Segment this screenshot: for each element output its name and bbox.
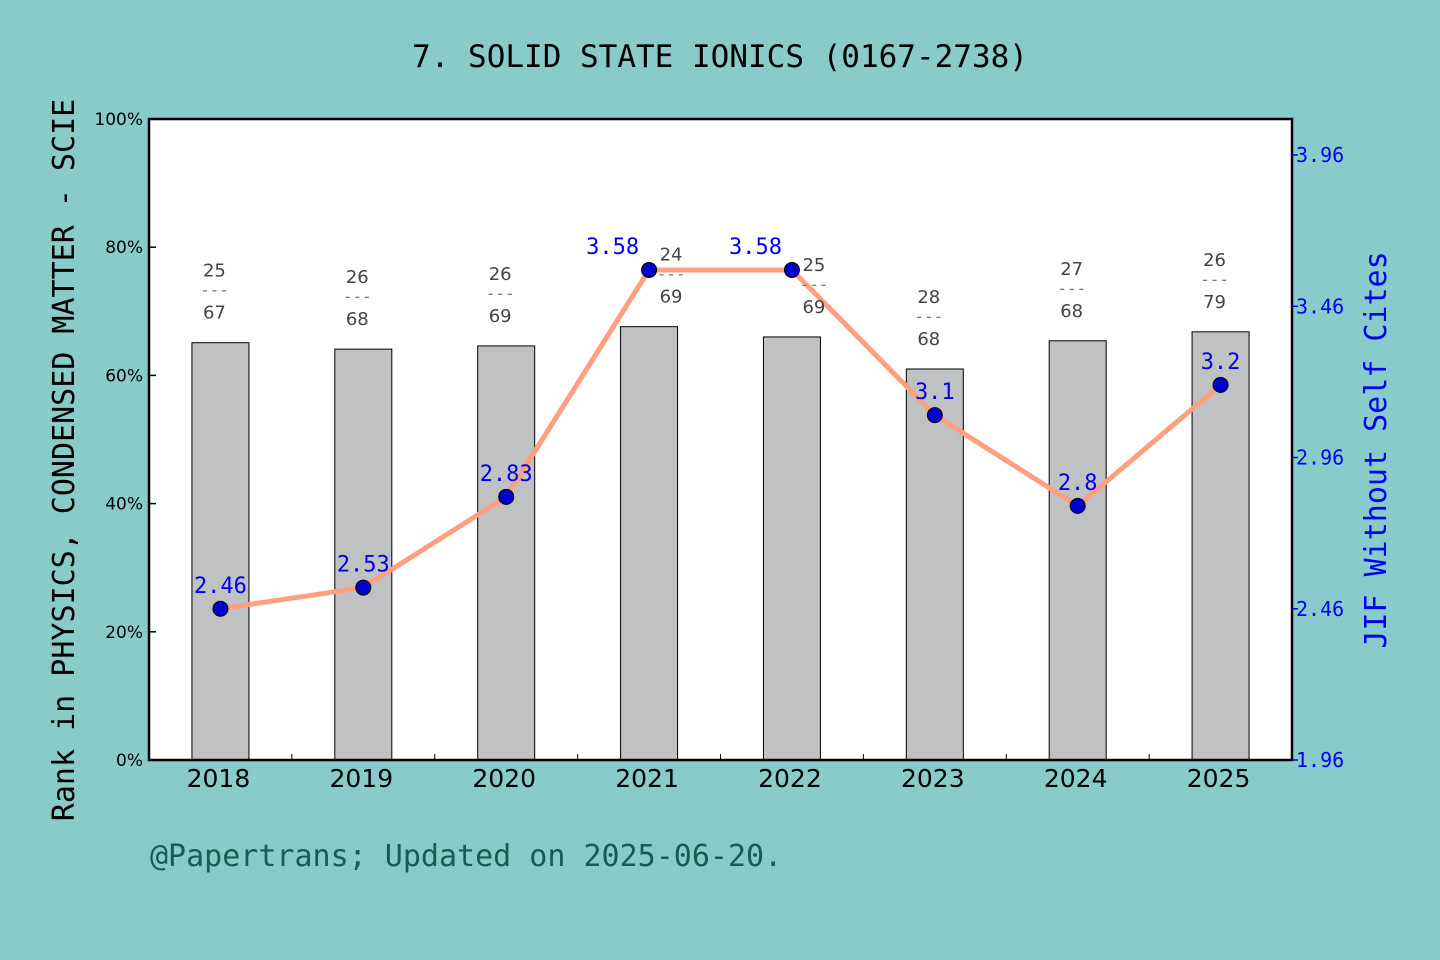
jif-line: [220, 267, 1223, 612]
rank-bar: [191, 342, 250, 761]
rank-separator: ---: [914, 307, 943, 326]
total-label: 79: [1203, 292, 1226, 313]
jif-label: 3.1: [915, 380, 955, 405]
rank-separator: ---: [200, 281, 229, 300]
jif-label: 3.58: [729, 235, 782, 260]
rank-bar: [477, 345, 536, 761]
footer-note: @Papertrans; Updated on 2025-06-20.: [150, 839, 782, 874]
jif-point: [641, 261, 658, 278]
rank-label: 25: [203, 261, 226, 282]
jif-point: [926, 407, 943, 424]
left-tick-label: 0%: [116, 751, 143, 771]
total-label: 69: [802, 297, 825, 318]
x-tick-label: 2025: [1187, 764, 1251, 793]
left-tick-label: 60%: [105, 366, 143, 386]
jif-point: [1069, 497, 1086, 514]
left-tick-label: 40%: [105, 495, 143, 515]
rank-bar: [762, 336, 821, 761]
rank-separator: ---: [343, 287, 372, 306]
rank-bar: [1191, 331, 1250, 761]
jif-label: 3.2: [1201, 350, 1241, 375]
right-axis-label: JIF Without Self Cites: [1359, 251, 1394, 648]
x-tick-label: 2024: [1044, 764, 1108, 793]
chart-title: 7. SOLID STATE IONICS (0167-2738): [412, 39, 1028, 75]
rank-bar: [1048, 340, 1107, 761]
rank-label: 28: [917, 287, 940, 308]
x-tick-label: 2021: [615, 764, 679, 793]
jif-point: [212, 600, 229, 617]
right-tick-label: 1.96: [1296, 748, 1344, 772]
left-tick-label: 80%: [105, 238, 143, 258]
rank-label: 26: [1203, 250, 1226, 271]
jif-label: 2.53: [337, 553, 390, 578]
total-label: 68: [1060, 301, 1083, 322]
jif-label: 2.83: [480, 462, 533, 487]
rank-label: 25: [802, 255, 825, 276]
rank-label: 26: [346, 267, 369, 288]
rank-separator: ---: [1057, 279, 1086, 298]
total-label: 69: [660, 287, 683, 308]
rank-bar: [905, 368, 964, 761]
rank-separator: ---: [657, 265, 686, 284]
rank-label: 26: [489, 264, 512, 285]
rank-separator: ---: [486, 284, 515, 303]
x-tick-label: 2020: [472, 764, 536, 793]
left-axis-label: Rank in PHYSICS, CONDENSED MATTER - SCIE: [47, 99, 82, 821]
total-label: 69: [489, 306, 512, 327]
x-tick-label: 2018: [187, 764, 251, 793]
jif-point: [1212, 376, 1229, 393]
left-tick-label: 100%: [94, 110, 143, 130]
rank-separator: ---: [1200, 270, 1229, 289]
right-tick-label: 3.46: [1296, 294, 1344, 318]
total-label: 67: [203, 303, 226, 324]
right-tick-label: 2.46: [1296, 597, 1344, 621]
x-tick-label: 2022: [758, 764, 822, 793]
jif-label: 2.46: [194, 574, 247, 599]
rank-bar: [334, 348, 393, 761]
rank-bar: [620, 326, 679, 761]
x-tick-label: 2019: [330, 764, 394, 793]
right-tick-label: 2.96: [1296, 446, 1344, 470]
total-label: 68: [917, 329, 940, 350]
left-tick-label: 20%: [105, 623, 143, 643]
plot-area: [149, 119, 1292, 760]
rank-separator: ---: [799, 275, 828, 294]
rank-label: 24: [660, 245, 683, 266]
total-label: 68: [346, 309, 369, 330]
jif-label: 2.8: [1058, 471, 1098, 496]
right-tick-label: 3.96: [1296, 143, 1344, 167]
jif-point: [498, 488, 515, 505]
rank-label: 27: [1060, 259, 1083, 280]
jif-point: [783, 261, 800, 278]
x-tick-label: 2023: [901, 764, 965, 793]
jif-point: [355, 579, 372, 596]
jif-label: 3.58: [586, 235, 639, 260]
